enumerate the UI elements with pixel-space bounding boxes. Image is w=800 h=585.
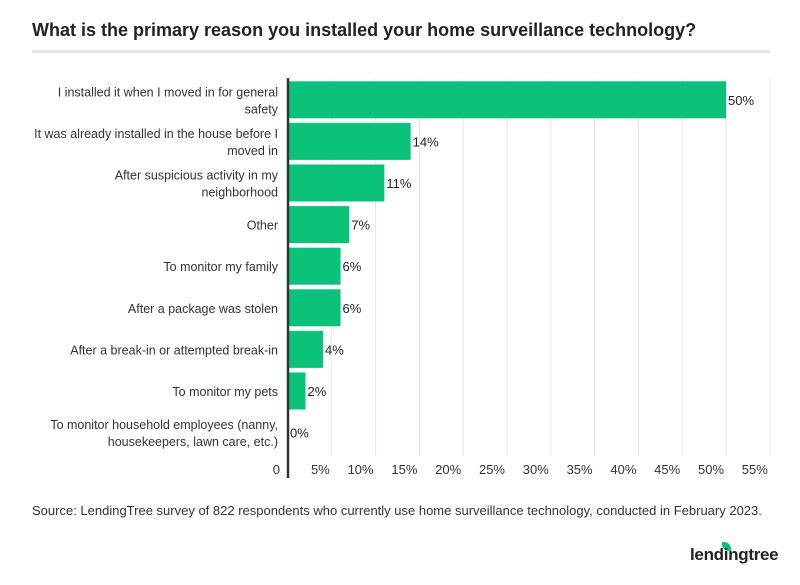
value-label: 6% [343,301,362,316]
value-label: 14% [413,134,439,149]
source-note: Source: LendingTree survey of 822 respon… [32,503,762,518]
category-label: To monitor my family [163,260,278,274]
x-tick-label: 15% [391,462,417,477]
lendingtree-logo: lendingtree [690,545,779,564]
category-label: moved in [227,144,278,158]
value-label: 6% [343,259,362,274]
logo-leaf-icon [722,542,731,551]
chart-title: What is the primary reason you installed… [32,20,697,40]
x-tick-label: 40% [610,462,636,477]
category-label: To monitor household employees (nanny, [50,418,278,432]
category-label: safety [245,102,279,116]
bar [288,81,726,119]
bar [288,122,411,160]
x-tick-label: 35% [567,462,593,477]
value-label: 0% [290,426,309,441]
bar-chart: 0 5% 10% 15% 20% 25% 30% 35% 40% 45% 50% 55% 50% I in… [34,78,771,478]
category-label: After suspicious activity in my [115,169,279,183]
x-tick-label: 20% [435,462,461,477]
category-label: After a break-in or attempted break-in [70,343,278,357]
category-label: Other [247,219,278,233]
x-tick-label: 45% [654,462,680,477]
x-tick-label: 0 [273,462,280,477]
x-tick-label: 30% [523,462,549,477]
title-divider [32,50,770,53]
value-label: 50% [728,93,754,108]
x-tick-label: 55% [742,462,768,477]
value-label: 4% [325,342,344,357]
x-tick-label: 10% [348,462,374,477]
bar [288,372,306,410]
bar [288,206,350,244]
bar [288,164,385,202]
x-tick-label: 25% [479,462,505,477]
value-label: 11% [386,176,411,191]
bar [288,330,324,368]
category-label: I installed it when I moved in for gener… [58,85,278,99]
value-label: 7% [351,218,370,233]
category-label: housekeepers, lawn care, etc.) [108,435,278,449]
x-tick-label: 50% [698,462,724,477]
bar [288,289,341,327]
x-tick-label: 5% [311,462,330,477]
bar [288,247,341,285]
category-label: neighborhood [202,186,279,200]
category-label: After a package was stolen [128,302,278,316]
value-label: 2% [308,384,327,399]
category-label: To monitor my pets [172,385,278,399]
category-label: It was already installed in the house be… [34,127,278,141]
